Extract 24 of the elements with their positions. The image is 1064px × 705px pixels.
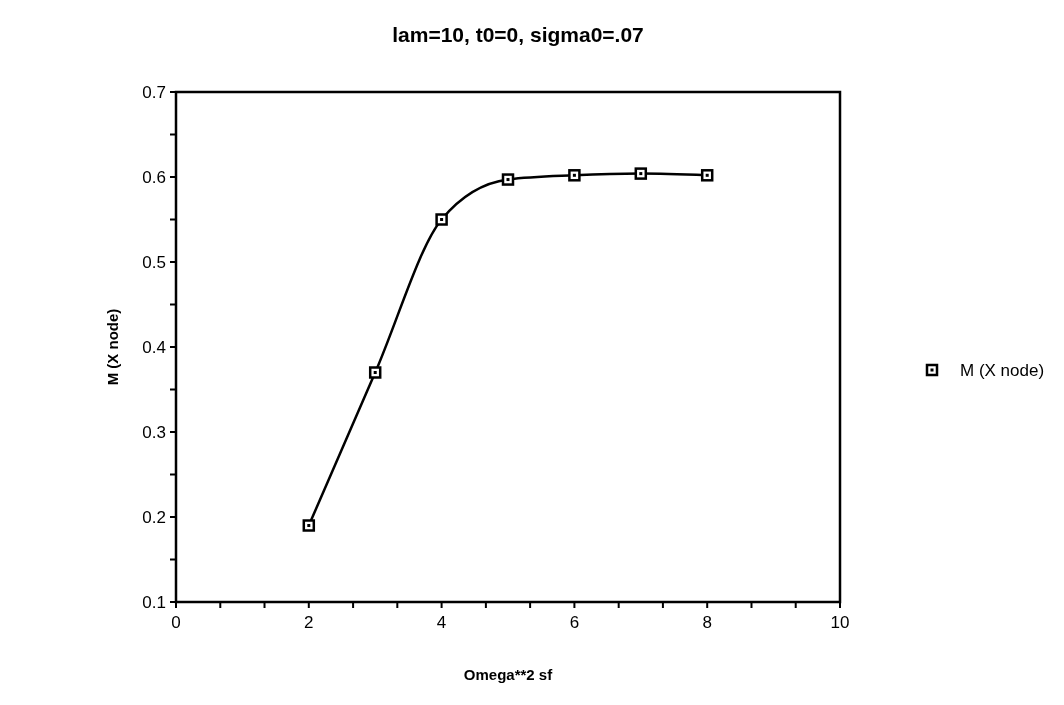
point <box>302 519 316 532</box>
x-axis-title: Omega**2 sf <box>463 666 554 683</box>
point <box>368 366 382 379</box>
y-tick-label: 0.6 <box>142 168 166 187</box>
point <box>435 213 448 226</box>
y-tick-label: 0.1 <box>142 593 166 612</box>
y-axis-title: M (X node) <box>104 308 121 386</box>
y-tick-label: 0.2 <box>142 508 166 527</box>
y-tick-label: 0.5 <box>142 253 166 272</box>
y-tick-label: 0.4 <box>142 338 166 357</box>
x-tick-label: 8 <box>702 613 712 632</box>
chart-title: lam=10, t0=0, sigma0=.07 <box>392 23 644 46</box>
point <box>568 169 581 182</box>
x-tick-label: 2 <box>304 613 314 632</box>
y-tick-label: 0.7 <box>142 83 166 102</box>
point <box>501 173 515 186</box>
x-tick-label: 0 <box>171 613 181 632</box>
legend-label: M (X node) <box>960 361 1045 380</box>
x-tick-label: 6 <box>569 613 580 632</box>
x-tick-label: 10 <box>830 613 850 632</box>
point <box>634 167 648 180</box>
point <box>700 169 714 182</box>
x-tick-label: 4 <box>436 613 447 632</box>
y-tick-label: 0.3 <box>142 423 166 442</box>
